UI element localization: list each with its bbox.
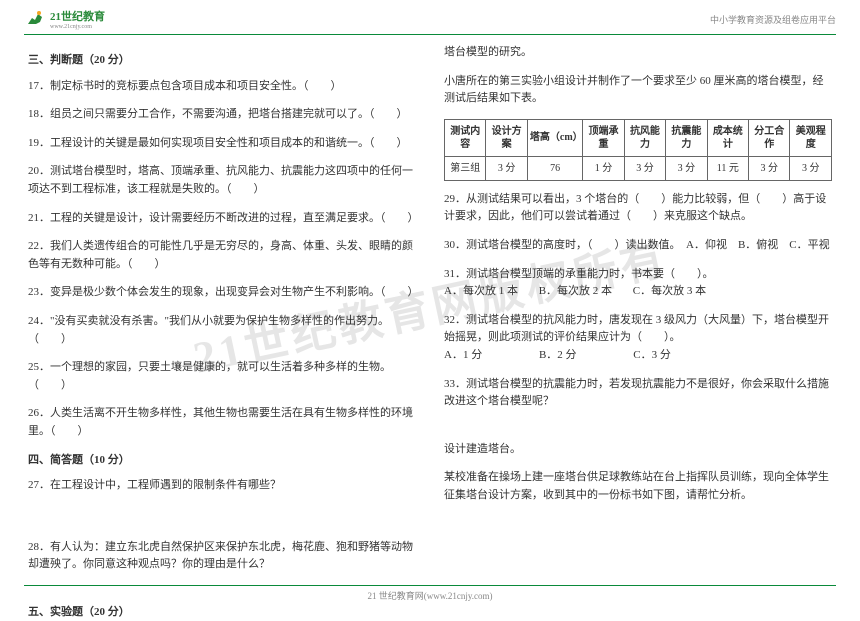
q32-opt-c: C．3 分: [633, 349, 671, 361]
q31: 31．测试塔台模型顶端的承重能力时，书本要（ ）。 A．每次放 1 本 B．每次…: [444, 266, 832, 301]
th-7: 分工合作: [749, 119, 790, 156]
logo-text: 21世纪教育: [50, 8, 105, 24]
right-column: 塔台模型的研究。 小唐所在的第三实验小组设计并制作了一个要求至少 60 厘米高的…: [444, 44, 832, 578]
q23: 23．变异是极少数个体会发生的现象，出现变异会对生物产生不利影响。（ ）: [28, 284, 416, 302]
q21: 21．工程的关键是设计，设计需要经历不断改进的过程，直至满足要求。（ ）: [28, 210, 416, 228]
th-1: 设计方案: [486, 119, 527, 156]
right-p4: 某校准备在操场上建一座塔台供足球教练站在台上指挥队员训练，现向全体学生征集塔台设…: [444, 469, 832, 504]
q32-opt-b: B．2 分: [539, 349, 577, 361]
q17: 17．制定标书时的竞标要点包含项目成本和项目安全性。（ ）: [28, 78, 416, 96]
bottom-rule: [24, 585, 836, 586]
logo-sub: www.21cnjy.com: [50, 24, 105, 30]
runner-icon: [24, 10, 48, 28]
td-7: 3 分: [749, 156, 790, 180]
td-8: 3 分: [790, 156, 832, 180]
logo: 21世纪教育 www.21cnjy.com: [24, 8, 105, 30]
q30: 30．测试塔台模型的高度时，（ ）读出数值。 A．仰视 B．俯视 C．平视: [444, 237, 832, 255]
page-body: 三、判断题（20 分） 17．制定标书时的竞标要点包含项目成本和项目安全性。（ …: [28, 44, 832, 578]
right-p3: 设计建造塔台。: [444, 441, 832, 459]
page-header: 21世纪教育 www.21cnjy.com 中小学教育资源及组卷应用平台: [24, 8, 836, 30]
th-8: 美观程度: [790, 119, 832, 156]
q22: 22．我们人类遗传组合的可能性几乎是无穷尽的，身高、体重、头发、眼睛的颜色等有无…: [28, 238, 416, 273]
header-right-text: 中小学教育资源及组卷应用平台: [710, 13, 836, 26]
left-column: 三、判断题（20 分） 17．制定标书时的竞标要点包含项目成本和项目安全性。（ …: [28, 44, 416, 578]
q31-opt-b: B．每次放 2 本: [539, 285, 612, 297]
q27: 27．在工程设计中，工程师遇到的限制条件有哪些？: [28, 477, 416, 495]
result-table: 测试内容 设计方案 塔高（cm） 顶端承重 抗风能力 抗震能力 成本统计 分工合…: [444, 119, 832, 181]
section-5-title: 五、实验题（20 分）: [28, 604, 416, 621]
top-rule: [24, 34, 836, 35]
q31-stem: 31．测试塔台模型顶端的承重能力时，书本要（ ）。: [444, 268, 714, 280]
q32-stem: 32．测试塔台模型的抗风能力时，唐发现在 3 级风力（大风量）下，塔台模型开始摇…: [444, 314, 829, 344]
q33: 33．测试塔台模型的抗震能力时，若发现抗震能力不是很好，你会采取什么措施改进这个…: [444, 376, 832, 411]
section-3-title: 三、判断题（20 分）: [28, 52, 416, 70]
q32-opt-a: A．1 分: [444, 349, 482, 361]
q31-opt-a: A．每次放 1 本: [444, 285, 518, 297]
td-6: 11 元: [707, 156, 748, 180]
th-0: 测试内容: [445, 119, 486, 156]
th-3: 顶端承重: [583, 119, 624, 156]
q28: 28．有人认为：建立东北虎自然保护区来保护东北虎，梅花鹿、狍和野猪等动物却遭殃了…: [28, 539, 416, 574]
q32: 32．测试塔台模型的抗风能力时，唐发现在 3 级风力（大风量）下，塔台模型开始摇…: [444, 312, 832, 365]
q18: 18．组员之间只需要分工合作，不需要沟通，把塔台搭建完就可以了。（ ）: [28, 106, 416, 124]
td-2: 76: [527, 156, 582, 180]
td-0: 第三组: [445, 156, 486, 180]
q19: 19．工程设计的关键是最如何实现项目安全性和项目成本的和谐统一。（ ）: [28, 135, 416, 153]
th-6: 成本统计: [707, 119, 748, 156]
q24: 24．"没有买卖就没有杀害。"我们从小就要为保护生物多样性的作出努力。（ ）: [28, 313, 416, 348]
td-3: 1 分: [583, 156, 624, 180]
table-header-row: 测试内容 设计方案 塔高（cm） 顶端承重 抗风能力 抗震能力 成本统计 分工合…: [445, 119, 832, 156]
section-4-title: 四、简答题（10 分）: [28, 452, 416, 470]
q29: 29．从测试结果可以看出，3 个塔台的（ ）能力比较弱，但（ ）高于设计要求，因…: [444, 191, 832, 226]
td-1: 3 分: [486, 156, 527, 180]
q25: 25．一个理想的家园，只要土壤是健康的，就可以生活着多种多样的生物。（ ）: [28, 359, 416, 394]
q20: 20．测试塔台模型时，塔高、顶端承重、抗风能力、抗震能力这四项中的任何一项达不到…: [28, 163, 416, 198]
th-2: 塔高（cm）: [527, 119, 582, 156]
table-row: 第三组 3 分 76 1 分 3 分 3 分 11 元 3 分 3 分: [445, 156, 832, 180]
page-footer: 21 世纪教育网(www.21cnjy.com): [0, 589, 860, 602]
right-p1: 塔台模型的研究。: [444, 44, 832, 62]
th-4: 抗风能力: [624, 119, 665, 156]
q26: 26．人类生活离不开生物多样性，其他生物也需要生活在具有生物多样性的环境里。（ …: [28, 405, 416, 440]
q31-opt-c: C．每次放 3 本: [633, 285, 706, 297]
right-p2: 小唐所在的第三实验小组设计并制作了一个要求至少 60 厘米高的塔台模型，经测试后…: [444, 73, 832, 108]
td-4: 3 分: [624, 156, 665, 180]
td-5: 3 分: [666, 156, 707, 180]
th-5: 抗震能力: [666, 119, 707, 156]
